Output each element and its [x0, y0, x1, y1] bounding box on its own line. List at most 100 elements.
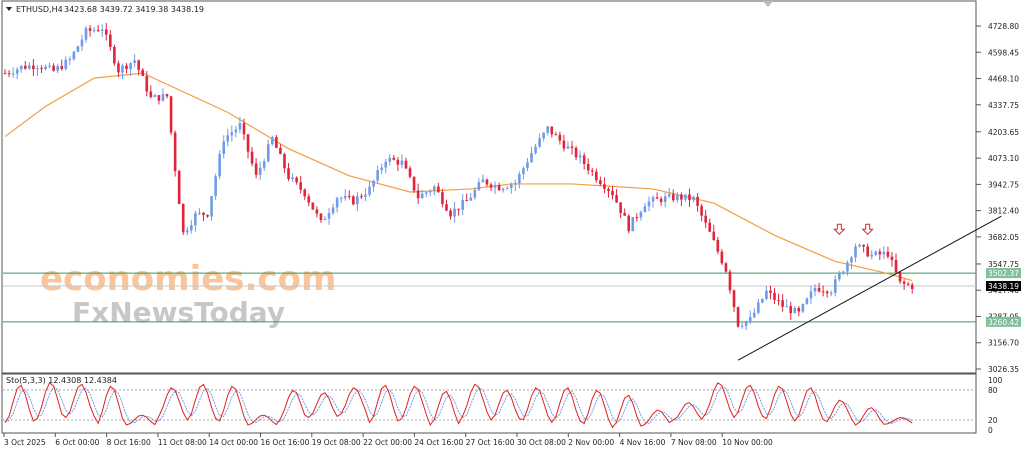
time-tick-label: 4 Nov 16:00 [620, 438, 666, 447]
bullish-candle [48, 65, 51, 67]
bearish-candle [562, 140, 566, 149]
down-arrow-icon[interactable] [861, 223, 874, 235]
bullish-candle [833, 279, 837, 293]
bearish-candle [700, 205, 703, 216]
bearish-candle [287, 168, 290, 180]
bullish-candle [667, 194, 671, 197]
moving-average-line[interactable] [4, 72, 913, 282]
bullish-candle [829, 292, 833, 294]
bullish-candle [744, 321, 748, 326]
bearish-candle [603, 184, 606, 189]
bearish-candle [886, 251, 890, 257]
bullish-candle [190, 225, 193, 231]
bearish-candle [437, 186, 440, 193]
bearish-candle [769, 290, 772, 293]
bearish-candle [736, 307, 740, 327]
bullish-candle [11, 73, 15, 75]
bullish-candle [194, 213, 197, 226]
trendline[interactable] [737, 215, 1002, 361]
bearish-candle [582, 155, 586, 164]
bullish-candle [433, 186, 436, 191]
bearish-candle [720, 251, 724, 264]
bullish-candle [364, 194, 367, 197]
bullish-candle [663, 196, 667, 203]
time-tick-label: 16 Oct 16:00 [261, 438, 310, 447]
price-tick-label: 3547.75 [988, 260, 1019, 269]
bullish-candle [453, 208, 456, 217]
bearish-candle [590, 170, 594, 172]
bullish-candle [56, 66, 59, 71]
bullish-candle [36, 68, 39, 70]
bearish-candle [550, 126, 554, 135]
bullish-candle [15, 69, 19, 74]
current-price-label: 3438.19 [988, 282, 1019, 291]
current-price-tag [986, 281, 1021, 292]
bullish-candle [882, 251, 886, 255]
bearish-candle [7, 73, 11, 75]
bullish-candle [534, 146, 537, 154]
bearish-candle [708, 222, 712, 232]
bearish-candle [732, 290, 736, 308]
bullish-candle [133, 60, 136, 64]
time-tick-label: 7 Nov 08:00 [671, 438, 717, 447]
bullish-candle [218, 153, 221, 177]
bullish-candle [805, 298, 809, 304]
price-tick-label: 3682.05 [988, 233, 1019, 242]
bearish-candle [781, 300, 784, 307]
bullish-candle [19, 65, 23, 70]
price-tick-label: 4598.45 [988, 48, 1019, 57]
bearish-candle [595, 171, 598, 181]
down-arrow-icon[interactable] [833, 223, 846, 235]
bearish-candle [862, 244, 865, 247]
bullish-candle [522, 168, 525, 174]
bearish-candle [655, 197, 659, 199]
ohlc-values: 3423.68 3439.72 3419.38 3438.19 [64, 5, 204, 14]
bearish-candle [817, 287, 821, 292]
dropdown-triangle-icon[interactable] [6, 7, 12, 11]
bearish-candle [728, 271, 732, 291]
bullish-candle [376, 170, 379, 181]
level-price-label: 3502.37 [988, 269, 1019, 278]
price-tick-label: 3156.70 [988, 339, 1019, 348]
bearish-candle [96, 30, 100, 32]
bearish-candle [125, 65, 128, 70]
bearish-candle [696, 196, 699, 206]
bearish-candle [250, 151, 254, 164]
bearish-candle [23, 65, 27, 69]
bearish-candle [558, 134, 562, 141]
level-price-label: 3260.42 [988, 318, 1019, 327]
bullish-candle [801, 303, 805, 312]
bullish-candle [566, 146, 570, 149]
price-tick-label: 3812.40 [988, 207, 1019, 216]
price-tick-label: 4337.75 [988, 101, 1019, 110]
bullish-candle [461, 200, 464, 210]
bullish-candle [420, 193, 424, 199]
bullish-candle [400, 160, 404, 165]
bearish-candle [408, 168, 412, 177]
bearish-candle [671, 194, 675, 201]
bullish-candle [578, 155, 582, 158]
bearish-candle [275, 137, 278, 148]
bearish-candle [242, 123, 246, 135]
bullish-candle [262, 161, 266, 168]
bullish-candle [238, 123, 242, 130]
bullish-candle [692, 196, 695, 201]
bearish-candle [485, 179, 489, 185]
bearish-candle [315, 209, 319, 214]
bullish-candle [339, 198, 343, 200]
bearish-candle [145, 75, 149, 92]
bearish-candle [465, 200, 469, 202]
bearish-candle [680, 194, 683, 200]
bearish-candle [902, 281, 906, 284]
bearish-candle [181, 203, 185, 233]
bullish-candle [234, 129, 238, 133]
bearish-candle [104, 29, 108, 35]
bullish-candle [185, 230, 189, 233]
stochastic-title: Sto(5,3,3) 12.4308 12.4384 [6, 376, 117, 385]
bullish-candle [44, 66, 47, 70]
chart-shift-marker-icon[interactable] [763, 1, 773, 7]
bullish-candle [92, 30, 96, 32]
bearish-candle [906, 283, 910, 285]
bullish-candle [428, 190, 432, 193]
stochastic-tick-label: 80 [988, 386, 998, 395]
